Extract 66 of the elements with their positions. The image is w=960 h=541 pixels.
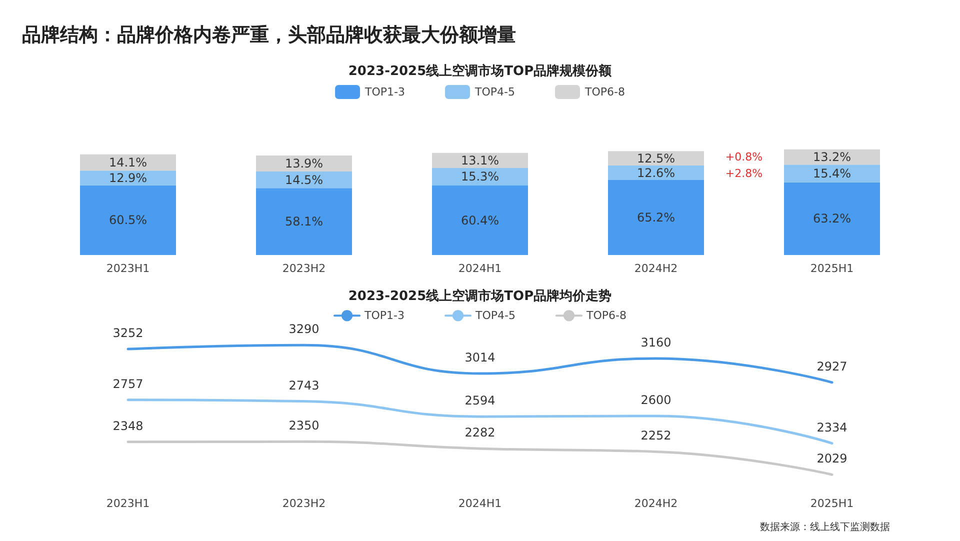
data-label: 2757 xyxy=(112,376,144,391)
data-label: 13.2% xyxy=(812,150,852,164)
data-label: 2334 xyxy=(816,420,848,434)
data-label: 60.4% xyxy=(460,213,500,228)
legend-label: TOP1-3 xyxy=(364,309,405,322)
x-tick-label: 2023H1 xyxy=(106,262,150,275)
data-label: 2348 xyxy=(112,418,144,433)
bar xyxy=(608,180,704,255)
data-label: 12.5% xyxy=(636,151,676,166)
data-label: 63.2% xyxy=(812,212,852,226)
source-note: 数据来源：线上线下监测数据 xyxy=(760,520,890,534)
data-label: 65.2% xyxy=(636,210,676,225)
data-label: 15.3% xyxy=(460,170,500,184)
data-label: 2927 xyxy=(816,359,848,374)
data-label: 2600 xyxy=(640,392,672,407)
bar xyxy=(784,182,880,255)
x-tick-label: 2024H2 xyxy=(634,262,678,275)
legend-label: TOP6-8 xyxy=(584,86,625,98)
data-label: 13.1% xyxy=(460,153,500,168)
chart-subtitle: 2023-2025线上空调市场TOP品牌规模份额 xyxy=(348,63,613,79)
bar xyxy=(256,156,352,172)
data-label: 3252 xyxy=(112,326,144,340)
bar xyxy=(432,152,528,168)
annotation: +0.8% xyxy=(725,150,763,164)
data-label: 15.4% xyxy=(812,166,852,180)
x-tick-label: 2023H2 xyxy=(282,262,326,275)
data-label: 14.1% xyxy=(108,155,148,170)
legend-label: TOP4-5 xyxy=(474,309,516,322)
bar xyxy=(784,164,880,182)
x-tick-label: 2025H1 xyxy=(810,497,854,510)
x-tick-label: 2024H1 xyxy=(458,262,502,275)
data-label: 3160 xyxy=(640,335,672,350)
x-tick-label: 2023H1 xyxy=(106,497,150,510)
data-label: 3290 xyxy=(288,322,320,336)
x-tick-label: 2023H2 xyxy=(282,497,326,510)
bar xyxy=(256,172,352,188)
bar xyxy=(80,154,176,171)
annotation: +2.8% xyxy=(725,166,763,180)
data-label: 12.6% xyxy=(636,166,676,180)
bar xyxy=(432,186,528,255)
chart-title: 2023-2025线上空调市场TOP品牌均价走势 xyxy=(348,288,612,304)
data-label: 2282 xyxy=(464,426,496,440)
data-label: 2252 xyxy=(640,428,672,443)
data-label: 14.5% xyxy=(284,172,324,187)
bar xyxy=(256,188,352,255)
legend-label: TOP4-5 xyxy=(474,86,515,98)
data-label: 12.9% xyxy=(108,171,148,186)
x-tick-label: 2024H2 xyxy=(634,497,678,510)
bar xyxy=(608,166,704,180)
bar xyxy=(432,168,528,186)
data-label: 60.5% xyxy=(108,213,148,228)
bar xyxy=(80,185,176,255)
data-label: 2743 xyxy=(288,378,320,392)
data-label: 2594 xyxy=(464,394,496,408)
legend-label: TOP6-8 xyxy=(585,309,626,322)
data-label: 13.9% xyxy=(284,156,324,171)
data-label: 2350 xyxy=(288,418,320,433)
bar xyxy=(80,170,176,186)
chart-title: 品牌结构：品牌价格内卷严重，头部品牌收获最大份额增量 xyxy=(22,23,516,48)
data-label: 58.1% xyxy=(284,214,324,229)
x-tick-label: 2025H1 xyxy=(810,262,854,275)
x-tick-label: 2024H1 xyxy=(458,497,502,510)
data-label: 2029 xyxy=(816,452,848,466)
data-label: 3014 xyxy=(464,350,496,364)
legend-label: TOP1-3 xyxy=(364,86,406,98)
bar xyxy=(608,151,704,166)
